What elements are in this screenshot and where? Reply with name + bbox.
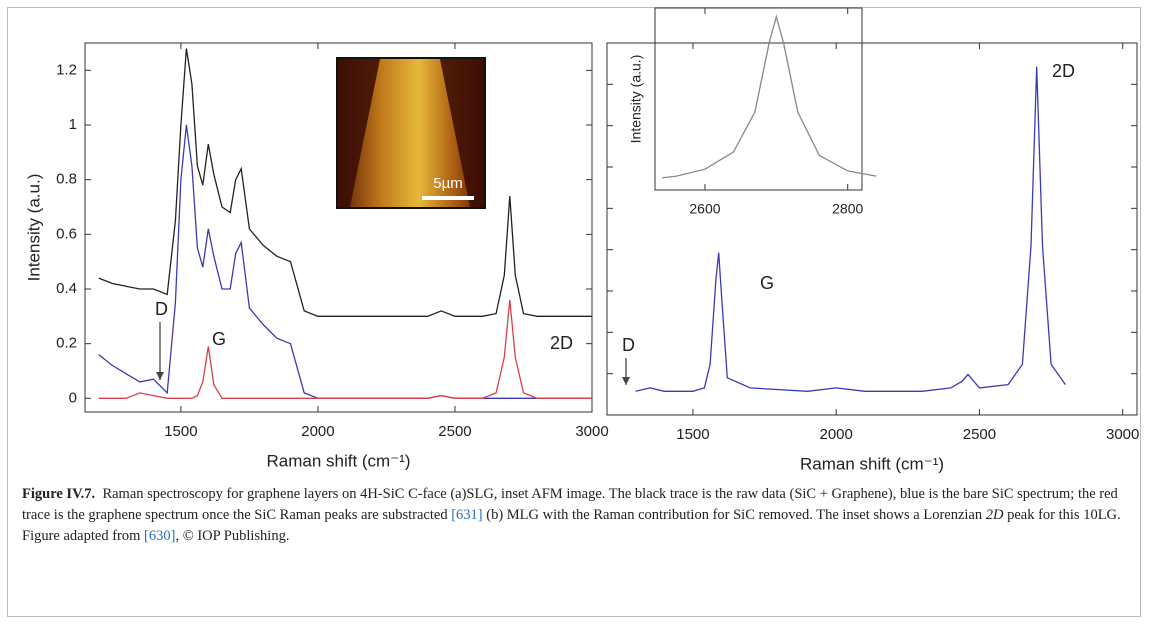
spectrum-line xyxy=(635,66,1066,392)
y-tick-label: 1.2 xyxy=(56,61,77,78)
figure-border xyxy=(7,7,1141,617)
x-axis-title: Raman shift (cm⁻¹) xyxy=(266,451,410,470)
figure: 1500 2000 2500 3000 0 0.2 0.4 0.6 0.8 1 1.2 Raman s… xyxy=(24,7,1139,473)
caption-text: Raman spectroscopy for graphene layers o… xyxy=(22,486,1118,523)
y-tick-label: 1 xyxy=(69,116,77,133)
scale-label: 5µm xyxy=(433,175,462,192)
peak-label: 2D xyxy=(1052,61,1075,81)
afm-dark xyxy=(338,59,484,207)
arrow-head xyxy=(622,377,630,385)
arrow-head xyxy=(156,372,164,380)
x-tick-label: 2500 xyxy=(963,426,996,443)
y-tick-label: 0.6 xyxy=(56,225,77,242)
caption-text: peak for this 10LG. Figure adapted from xyxy=(22,507,1121,544)
spectrum-line xyxy=(98,124,592,399)
x-tick-label: 3000 xyxy=(1106,426,1139,443)
peak-label: G xyxy=(760,273,774,293)
y-tick-label: 0.2 xyxy=(56,335,77,352)
peak-label: 2D xyxy=(550,333,573,353)
spectrum-line xyxy=(98,48,592,317)
peak-label: G xyxy=(212,329,226,349)
reference[interactable]: [631] xyxy=(451,507,483,523)
peak-label: D xyxy=(622,335,635,355)
plot-frame xyxy=(84,42,593,413)
reference[interactable]: [630] xyxy=(144,528,176,544)
x-tick-label: 2000 xyxy=(301,423,334,440)
x-tick-label: 3000 xyxy=(575,423,608,440)
inset-y-axis-title: Intensity (a.u.) xyxy=(628,55,644,144)
y-tick-label: 0 xyxy=(69,389,77,406)
caption-label: Figure IV.7. xyxy=(22,486,96,502)
caption-text: (b) MLG with the Raman contribution for … xyxy=(486,507,983,523)
x-tick-label: 2800 xyxy=(832,201,863,217)
y-axis-title: Intensity (a.u.) xyxy=(24,174,43,282)
plot-frame xyxy=(606,42,1138,416)
plot-frame xyxy=(654,7,863,191)
peak-label: D xyxy=(155,299,168,319)
x-tick-label: 2000 xyxy=(820,426,853,443)
x-tick-label: 1500 xyxy=(164,423,197,440)
y-tick-label: 0.8 xyxy=(56,171,77,188)
caption-italic: 2D xyxy=(985,507,1004,523)
spectrum-line xyxy=(98,299,592,399)
y-tick-label: 0.4 xyxy=(56,280,77,297)
inset-line xyxy=(662,14,877,179)
x-tick-label: 2600 xyxy=(689,201,720,217)
caption-text: , © IOP Publishing. xyxy=(175,528,290,544)
x-axis-title: Raman shift (cm⁻¹) xyxy=(800,454,944,473)
x-tick-label: 2500 xyxy=(438,423,471,440)
caption: Figure IV.7. Raman spectroscopy for grap… xyxy=(22,484,1122,547)
x-tick-label: 1500 xyxy=(676,426,709,443)
